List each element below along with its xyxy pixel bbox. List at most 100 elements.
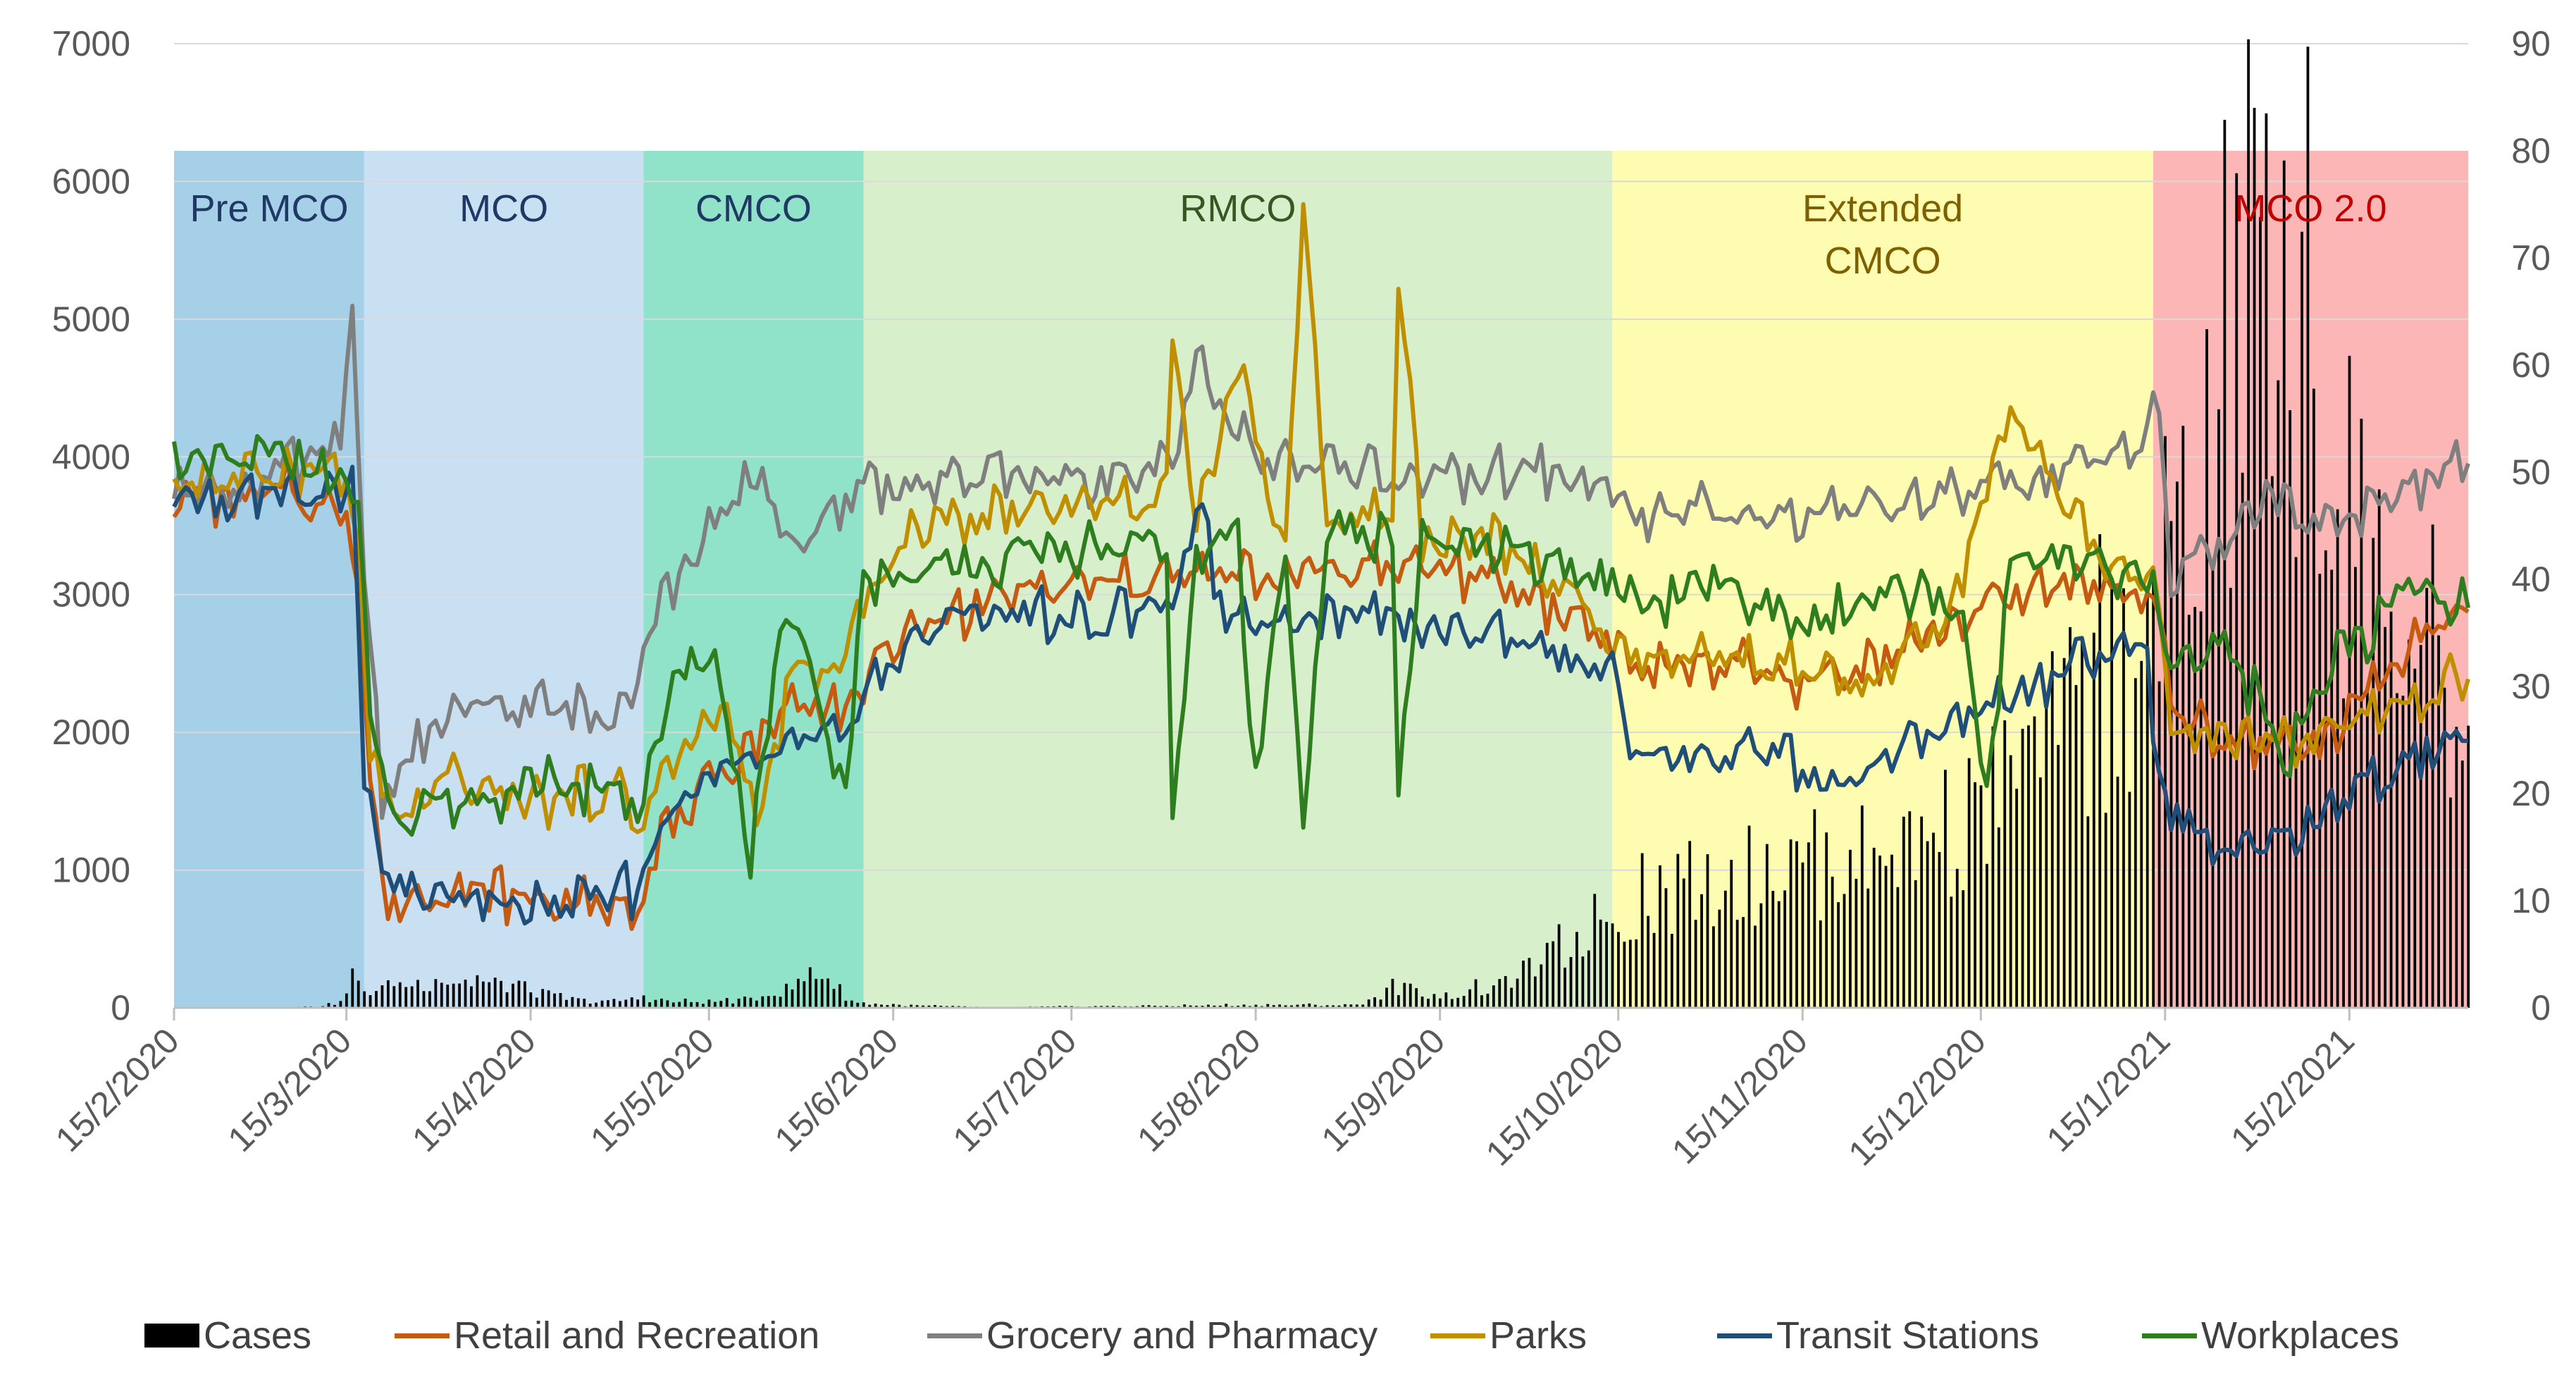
phase-labels: Pre MCO MCO CMCO RMCO Extended CMCO MCO 2.0 <box>190 187 2386 282</box>
cases-bar <box>505 992 509 1008</box>
cases-bar <box>1926 841 1929 1008</box>
cases-bar <box>1225 1004 1228 1008</box>
cases-bar <box>2223 120 2227 1008</box>
cases-bar <box>2425 588 2429 1008</box>
cases-bar <box>2193 607 2197 1008</box>
cases-bar <box>886 1005 889 1008</box>
cases-bar <box>2057 744 2060 1008</box>
cases-bar <box>880 1004 883 1008</box>
cases-bar <box>2033 716 2036 1008</box>
cases-bar <box>2098 534 2102 1008</box>
y-right-tick-label: 40 <box>2511 560 2551 599</box>
cases-bar <box>2122 588 2125 1008</box>
cases-bar <box>1884 865 1888 1008</box>
cases-bar <box>1742 917 1745 1008</box>
cases-bar <box>654 999 657 1008</box>
cases-bar <box>2021 729 2024 1008</box>
x-tick-label: 15/2/2020 <box>48 1021 187 1159</box>
cases-bar <box>767 996 770 1008</box>
phase-label-3: RMCO <box>1179 187 1296 230</box>
cases-bar <box>1682 878 1685 1008</box>
cases-bar <box>1367 999 1370 1008</box>
cases-bar <box>434 979 438 1008</box>
cases-bar <box>2467 725 2470 1008</box>
cases-bar <box>1944 770 1947 1008</box>
phase-label-0: Pre MCO <box>190 187 348 230</box>
cases-bar <box>440 982 443 1008</box>
cases-bar <box>535 997 538 1008</box>
y-right-tick-label: 10 <box>2511 881 2551 920</box>
cases-bar <box>1676 853 1680 1008</box>
cases-bar <box>2217 409 2220 1008</box>
legend-label: Retail and Recreation <box>454 1314 820 1357</box>
cases-bar <box>1450 999 1454 1008</box>
cases-bar <box>1325 1005 1329 1008</box>
cases-bar <box>1498 979 1501 1008</box>
cases-bar <box>1688 841 1692 1008</box>
cases-bar <box>2199 611 2203 1008</box>
cases-bar <box>1313 1004 1317 1008</box>
y-right-tick-label: 60 <box>2511 345 2551 385</box>
cases-bar <box>2241 472 2244 1008</box>
cases-bar <box>1540 964 1543 1008</box>
cases-bar <box>1218 1005 1222 1008</box>
cases-bar <box>565 999 568 1008</box>
y-left-tick-label: 1000 <box>52 851 130 890</box>
cases-bar <box>2164 436 2167 1008</box>
cases-bar <box>690 1001 693 1008</box>
cases-bar <box>1640 853 1644 1008</box>
cases-bar <box>862 1002 865 1008</box>
cases-bar <box>1427 999 1430 1008</box>
cases-bar <box>2455 727 2458 1008</box>
cases-bar <box>826 978 829 1008</box>
cases-bar <box>1254 1004 1258 1008</box>
cases-bar <box>660 998 663 1008</box>
cases-bar <box>452 983 455 1008</box>
cases-bar <box>1349 1004 1353 1008</box>
cases-bar <box>695 1001 699 1008</box>
legend-swatch <box>1717 1333 1772 1338</box>
cases-bar <box>1878 855 1882 1008</box>
cases-bar <box>2015 789 2019 1008</box>
cases-bar <box>2110 583 2113 1008</box>
cases-bar <box>1408 983 1412 1008</box>
cases-bar <box>1718 909 1721 1008</box>
cases-bar <box>1819 920 1822 1008</box>
cases-bar <box>1694 920 1697 1008</box>
cases-bar <box>1308 1003 1311 1008</box>
cases-bar <box>743 996 746 1008</box>
cases-bar <box>773 995 776 1008</box>
cases-bar <box>2104 813 2107 1008</box>
cases-bar <box>1914 880 1917 1008</box>
cases-bar <box>630 997 633 1008</box>
cases-bar <box>922 1005 924 1008</box>
cases-bar <box>1510 987 1513 1008</box>
cases-bar <box>2460 760 2464 1008</box>
cases-bar <box>1332 1005 1335 1008</box>
cases-bar <box>369 995 372 1008</box>
cases-bar <box>1432 994 1436 1008</box>
cases-bar <box>2128 791 2131 1008</box>
cases-bar <box>1997 827 2000 1008</box>
cases-bar <box>2145 593 2149 1008</box>
cases-bar <box>2336 509 2339 1008</box>
cases-bar <box>1902 816 1905 1008</box>
cases-bar <box>1795 841 1798 1008</box>
cases-bar <box>2211 562 2215 1008</box>
cases-bar <box>737 998 741 1008</box>
phase-label-5: MCO 2.0 <box>2234 187 2386 230</box>
legend-swatch <box>927 1333 982 1338</box>
cases-bar <box>1843 894 1846 1008</box>
cases-bar <box>844 1000 848 1008</box>
x-tick-label: 15/1/2021 <box>2039 1021 2178 1159</box>
cases-bar <box>1599 919 1602 1008</box>
cases-bar <box>1462 996 1466 1008</box>
cases-bar <box>648 1002 651 1008</box>
cases-bar <box>1456 997 1460 1008</box>
cases-bar <box>1849 849 1852 1008</box>
cases-bar <box>1920 816 1924 1008</box>
cases-bar <box>375 991 378 1008</box>
x-tick-label: 15/7/2020 <box>946 1021 1084 1159</box>
cases-bar <box>910 1004 913 1008</box>
